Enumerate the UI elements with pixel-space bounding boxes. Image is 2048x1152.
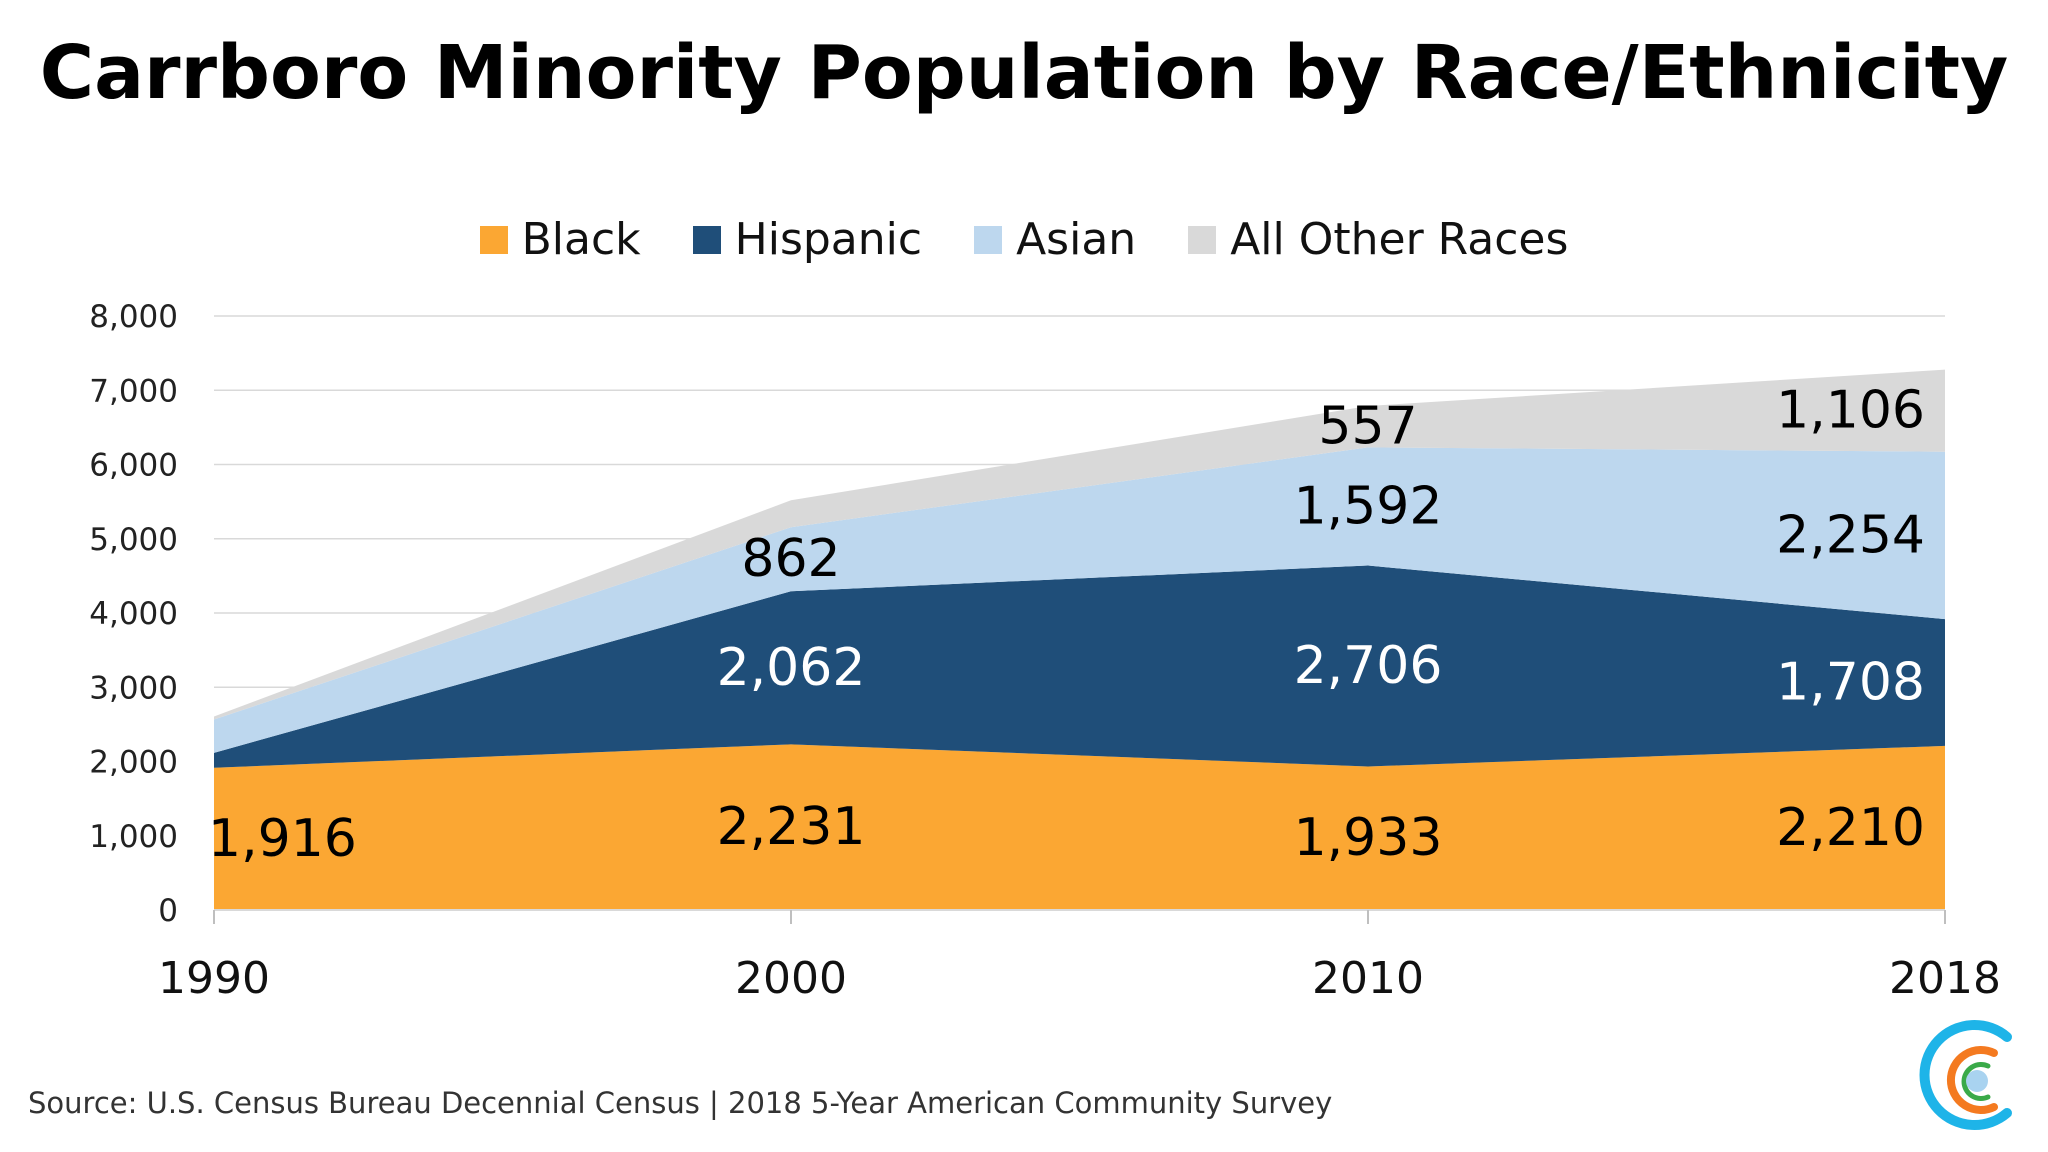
data-label: 2,231 (717, 797, 866, 857)
data-label: 1,708 (1776, 652, 1925, 712)
y-tick-label: 1,000 (89, 819, 178, 855)
area-all-other-races (214, 369, 1945, 720)
legend-swatch (974, 225, 1003, 254)
legend-item: All Other Races (1188, 214, 1568, 265)
y-tick-label: 6,000 (89, 448, 178, 484)
legend: Black Hispanic Asian All Other Races (0, 214, 2048, 265)
legend-swatch (1188, 225, 1217, 254)
data-label: 2,210 (1776, 798, 1925, 858)
y-tick-label: 0 (158, 893, 178, 929)
legend-label: All Other Races (1230, 214, 1569, 265)
data-label: 862 (741, 529, 840, 589)
data-label: 2,706 (1294, 636, 1443, 696)
legend-item: Hispanic (692, 214, 923, 265)
x-tick-label: 2000 (735, 953, 847, 1004)
y-tick-label: 3,000 (89, 670, 178, 706)
concentric-c-logo-icon (1919, 1020, 2012, 1130)
y-tick-label: 8,000 (89, 299, 178, 335)
legend-item: Asian (974, 214, 1136, 265)
legend-label: Black (521, 214, 641, 265)
data-label: 1,933 (1294, 808, 1443, 868)
area-black (214, 744, 1945, 910)
x-tick-label: 2018 (1889, 953, 2001, 1004)
legend-swatch (692, 225, 721, 254)
data-label: 2,062 (717, 638, 866, 698)
data-label: 557 (1318, 397, 1417, 457)
y-tick-label: 5,000 (89, 522, 178, 558)
data-label: 1,592 (1294, 476, 1443, 536)
x-tick-label: 2010 (1312, 953, 1424, 1004)
source-note: Source: U.S. Census Bureau Decennial Cen… (28, 1086, 1333, 1120)
area-hispanic (214, 565, 1945, 768)
legend-label: Asian (1016, 214, 1137, 265)
legend-label: Hispanic (734, 214, 923, 265)
legend-swatch (479, 225, 508, 254)
data-label: 2,254 (1776, 505, 1925, 565)
y-tick-label: 2,000 (89, 745, 178, 781)
data-label: 1,916 (208, 809, 357, 869)
x-tick-label: 1990 (158, 953, 270, 1004)
y-tick-label: 7,000 (89, 373, 178, 409)
legend-item: Black (479, 214, 641, 265)
y-tick-label: 4,000 (89, 596, 178, 632)
data-label: 1,106 (1776, 381, 1925, 441)
area-asian (214, 447, 1945, 753)
chart-title: Carrboro Minority Population by Race/Eth… (39, 30, 2009, 116)
